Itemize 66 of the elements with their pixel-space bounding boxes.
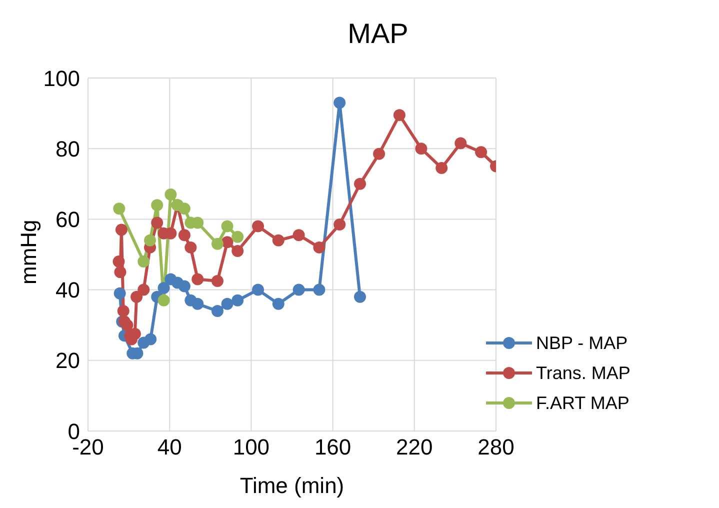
point [373,148,386,160]
point [178,280,190,292]
point [334,218,346,230]
x-tick-label: 280 [478,434,514,460]
point [114,287,126,300]
x-tick-label: 160 [314,434,352,460]
y-tick-label: 80 [56,136,80,162]
point [313,284,326,296]
x-tick-label: 220 [396,434,433,460]
point [113,202,126,215]
point [151,199,164,212]
point [211,304,224,317]
point [354,178,366,190]
x-tick-label: 100 [232,434,270,460]
point [272,234,284,246]
y-tick-label: 100 [43,66,80,91]
point [151,216,164,229]
point [158,294,170,306]
point [436,162,448,174]
point [178,229,190,242]
point [221,220,234,232]
point [138,284,150,296]
point [272,298,284,310]
point [292,229,305,242]
point [130,290,143,303]
point [221,236,234,248]
point [393,109,406,122]
point [232,230,244,243]
y-tick-label: 20 [56,348,80,374]
point [178,202,190,215]
point [192,273,204,286]
legend-label: NBP - MAP [536,332,628,354]
point [211,274,224,287]
point [192,298,204,310]
point [211,238,224,250]
point [184,241,197,254]
y-axis-title: mmHg [16,220,41,284]
legend-label: Trans. MAP [536,362,630,384]
point [221,298,234,310]
point [252,220,264,232]
y-tick-label: 40 [56,278,80,303]
point [354,290,366,303]
point [334,96,346,109]
y-tick-label: 60 [56,207,80,232]
point [232,244,244,257]
point [252,284,264,296]
point [158,282,170,294]
point [232,294,244,306]
point [292,284,305,296]
legend-label: F.ART MAP [536,392,630,414]
point [313,241,326,254]
point [114,266,126,278]
point [121,319,134,332]
point [454,137,467,150]
point [138,256,150,268]
point [144,234,156,246]
chart-title: MAP [346,18,410,50]
x-axis-title: Time (min) [240,473,344,498]
point [112,256,125,268]
point [117,304,130,317]
point [164,188,177,200]
point [415,142,428,155]
x-tick-label: 40 [157,434,182,460]
point [115,224,128,236]
point [475,146,488,158]
point [144,333,157,346]
